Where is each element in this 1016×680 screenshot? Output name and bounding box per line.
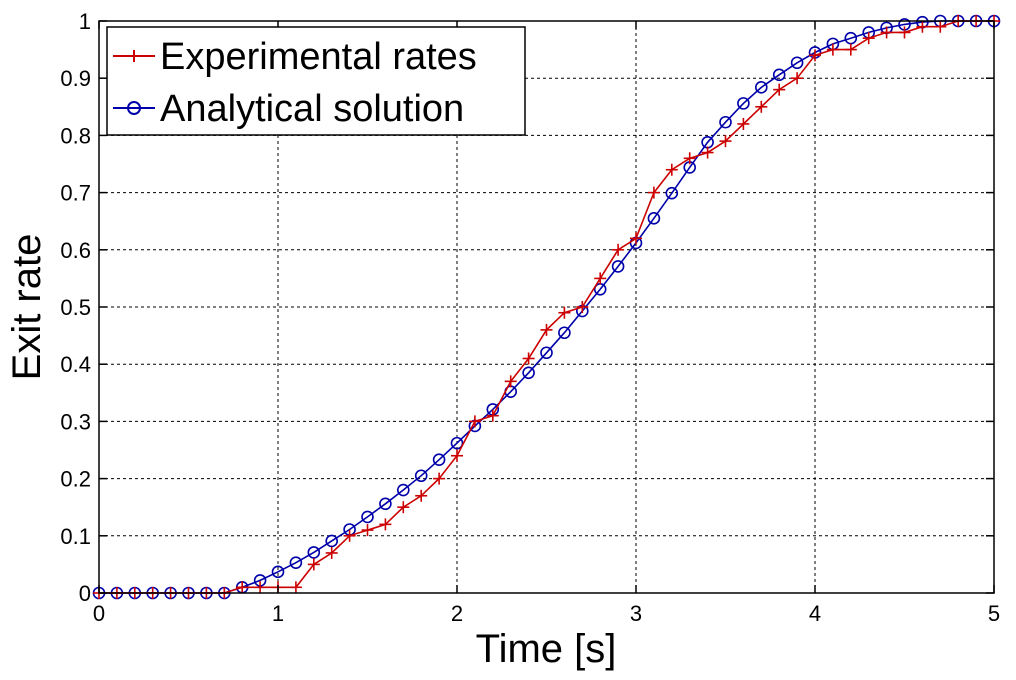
data-point-experimental xyxy=(451,449,463,462)
x-tick-label: 4 xyxy=(809,601,821,626)
data-point-experimental xyxy=(844,43,857,56)
legend: Experimental rates Analytical solution xyxy=(106,26,526,136)
data-point-analytical xyxy=(271,565,285,579)
data-point-analytical xyxy=(540,346,553,360)
data-point-analytical xyxy=(790,56,804,70)
data-point-experimental xyxy=(701,146,714,159)
data-point-analytical xyxy=(450,436,464,450)
data-point-experimental xyxy=(540,323,553,336)
y-axis-title: Exit rate xyxy=(5,234,49,381)
x-tick-label: 5 xyxy=(988,601,1000,626)
y-tick-label: 0.8 xyxy=(60,123,91,148)
y-tick-label: 0 xyxy=(79,581,91,606)
data-point-experimental xyxy=(880,26,893,39)
y-tick-label: 0.7 xyxy=(60,181,91,206)
data-point-analytical xyxy=(414,469,428,483)
data-point-analytical xyxy=(396,483,410,497)
y-tick-label: 0.4 xyxy=(60,352,91,377)
data-point-experimental xyxy=(558,306,571,319)
data-point-experimental xyxy=(522,352,535,365)
data-point-experimental xyxy=(361,524,374,537)
data-point-experimental xyxy=(254,581,267,594)
data-point-experimental xyxy=(755,100,768,113)
data-point-experimental xyxy=(343,529,356,542)
y-tick-label: 0.2 xyxy=(60,467,91,492)
data-point-analytical xyxy=(558,326,571,340)
x-tick-label: 1 xyxy=(272,601,284,626)
y-tick-label: 0.5 xyxy=(60,295,91,320)
data-point-analytical xyxy=(665,186,679,200)
data-point-experimental xyxy=(612,243,625,256)
data-point-analytical xyxy=(361,510,374,524)
data-point-experimental xyxy=(415,489,428,502)
data-point-experimental xyxy=(647,186,660,199)
y-tick-label: 0.9 xyxy=(60,66,91,91)
data-point-experimental xyxy=(737,117,750,130)
data-point-experimental xyxy=(379,518,392,531)
data-point-experimental xyxy=(468,415,481,428)
data-point-experimental xyxy=(683,152,696,165)
grid-lines xyxy=(99,21,994,593)
data-point-analytical xyxy=(719,115,732,129)
data-point-analytical xyxy=(772,68,786,82)
data-point-experimental xyxy=(486,409,499,422)
data-point-analytical xyxy=(289,556,303,569)
data-point-analytical xyxy=(611,260,625,273)
data-point-experimental xyxy=(397,501,410,514)
y-tick-label: 0.1 xyxy=(60,524,91,549)
data-point-experimental xyxy=(576,301,589,313)
legend-marker-analytical xyxy=(127,101,141,115)
data-point-experimental xyxy=(773,83,786,96)
data-point-experimental xyxy=(862,32,875,45)
axis-ticks: 0 1 2 3 4 5 0 0.1 0.2 0.3 0.4 0.5 0.6 0.7 0.8 0.9 1 xyxy=(60,9,1000,626)
data-point-experimental xyxy=(719,135,732,148)
data-point-analytical xyxy=(307,546,321,559)
x-tick-label: 3 xyxy=(630,601,642,626)
data-point-experimental xyxy=(916,20,929,33)
y-tick-label: 0.3 xyxy=(60,409,91,434)
data-point-experimental xyxy=(826,43,839,56)
data-point-analytical xyxy=(379,497,392,511)
data-point-analytical xyxy=(754,81,768,94)
data-point-analytical xyxy=(325,534,339,548)
data-point-experimental xyxy=(594,272,607,285)
data-point-experimental xyxy=(934,20,947,33)
data-point-experimental xyxy=(325,546,338,559)
data-point-experimental xyxy=(504,375,517,388)
data-point-analytical xyxy=(647,212,661,225)
data-point-experimental xyxy=(809,49,821,62)
x-tick-label: 0 xyxy=(93,601,105,626)
legend-label-experimental: Experimental rates xyxy=(160,36,477,78)
x-tick-label: 2 xyxy=(451,601,463,626)
data-point-experimental xyxy=(433,472,446,485)
data-point-experimental xyxy=(289,581,302,594)
x-axis-title: Time [s] xyxy=(476,627,617,671)
y-tick-label: 0.6 xyxy=(60,238,91,263)
data-point-experimental xyxy=(630,232,642,245)
data-point-experimental xyxy=(791,72,804,85)
legend-label-analytical: Analytical solution xyxy=(160,88,464,130)
legend-marker-experimental xyxy=(128,50,140,62)
data-point-experimental xyxy=(307,558,320,571)
data-point-experimental xyxy=(898,26,911,39)
data-point-experimental xyxy=(236,581,249,594)
data-point-experimental xyxy=(665,163,678,176)
y-tick-label: 1 xyxy=(79,9,91,34)
legend-box xyxy=(106,26,526,136)
data-point-analytical xyxy=(522,366,535,380)
data-point-analytical xyxy=(737,97,750,110)
data-point-analytical xyxy=(432,453,446,467)
